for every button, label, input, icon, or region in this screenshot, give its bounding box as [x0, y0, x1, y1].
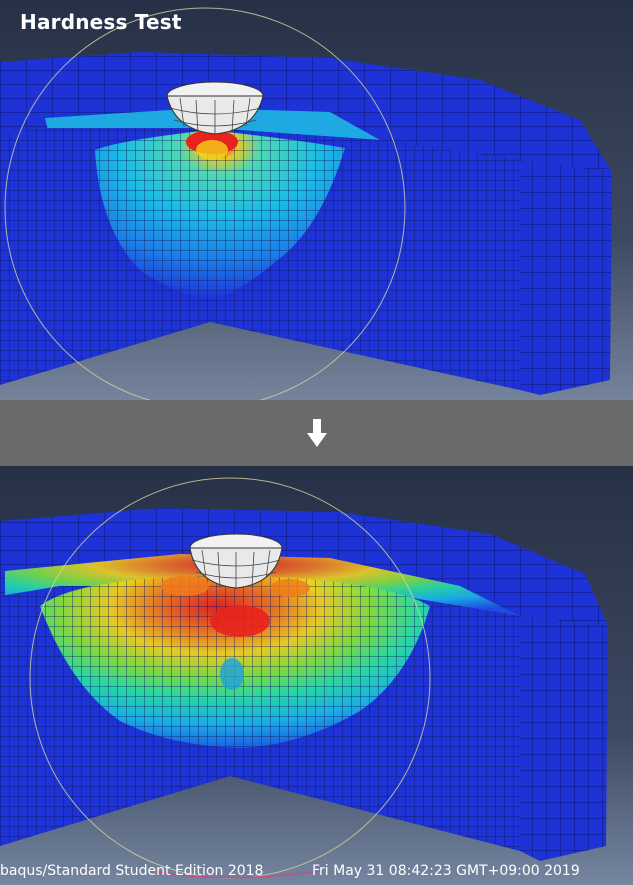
- transition-divider: [0, 400, 633, 466]
- indenter-bottom: [189, 533, 283, 589]
- viewport-deformed-state[interactable]: baqus/Standard Student Edition 2018 Fri …: [0, 466, 633, 885]
- timestamp-label: Fri May 31 08:42:23 GMT+09:00 2019: [312, 863, 580, 879]
- fe-model-initial: [0, 0, 633, 400]
- fe-model-deformed: [0, 466, 633, 885]
- edition-label: baqus/Standard Student Edition 2018: [0, 863, 264, 879]
- page-title: Hardness Test: [20, 10, 182, 34]
- arrow-down-icon: [306, 419, 327, 447]
- viewport-initial-state[interactable]: Hardness Test: [0, 0, 633, 400]
- indenter-top: [166, 81, 264, 135]
